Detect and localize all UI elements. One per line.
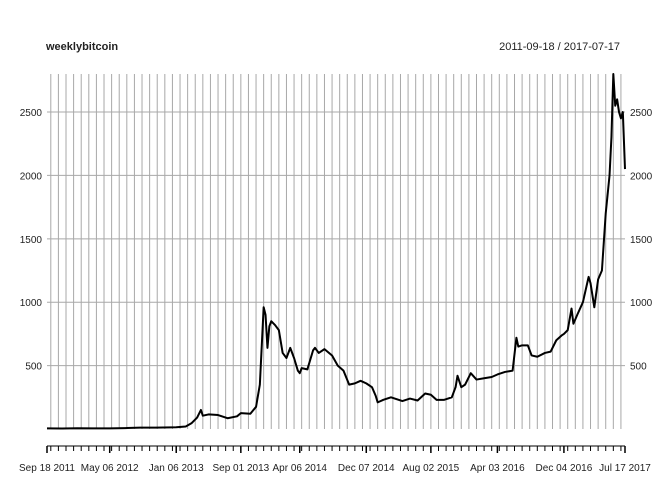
x-tick-label: Aug 02 2015: [403, 463, 460, 474]
y-tick-label-right: 2000: [630, 171, 653, 182]
x-tick-label: Apr 06 2014: [273, 463, 328, 474]
y-tick-label-right: 1000: [630, 298, 653, 309]
x-tick-label: Apr 03 2016: [470, 463, 525, 474]
y-tick-label-left: 1000: [20, 298, 43, 309]
y-axis-right: 500 1000 1500 2000 2500: [630, 108, 653, 373]
date-range-label: 2011-09-18 / 2017-07-17: [499, 41, 620, 53]
y-tick-label-left: 2000: [20, 171, 43, 182]
series-line: [46, 73, 626, 430]
x-tick-labels: Sep 18 2011 May 06 2012 Jan 06 2013 Sep 01 …: [19, 463, 651, 474]
x-tick-label: Sep 18 2011: [19, 463, 75, 474]
y-tick-label-left: 1500: [20, 235, 43, 246]
chart-title: weeklybitcoin: [45, 41, 118, 53]
y-tick-label-left: 500: [25, 362, 42, 373]
grid-lines: [47, 74, 625, 429]
x-tick-label: Jul 17 2017: [599, 463, 651, 474]
x-tick-label: May 06 2012: [81, 463, 139, 474]
y-tick-label-left: 2500: [20, 108, 43, 119]
x-tick-label: Dec 04 2016: [536, 463, 593, 474]
y-tick-label-right: 500: [630, 362, 647, 373]
series-layer: [46, 73, 626, 430]
y-tick-label-right: 2500: [630, 108, 653, 119]
x-tick-label: Dec 07 2014: [338, 463, 395, 474]
y-axis-left: 500 1000 1500 2000 2500: [20, 108, 43, 373]
y-tick-label-right: 1500: [630, 235, 653, 246]
x-axis: [46, 445, 626, 453]
x-tick-label: Sep 01 2013: [212, 463, 269, 474]
x-tick-label: Jan 06 2013: [149, 463, 204, 474]
